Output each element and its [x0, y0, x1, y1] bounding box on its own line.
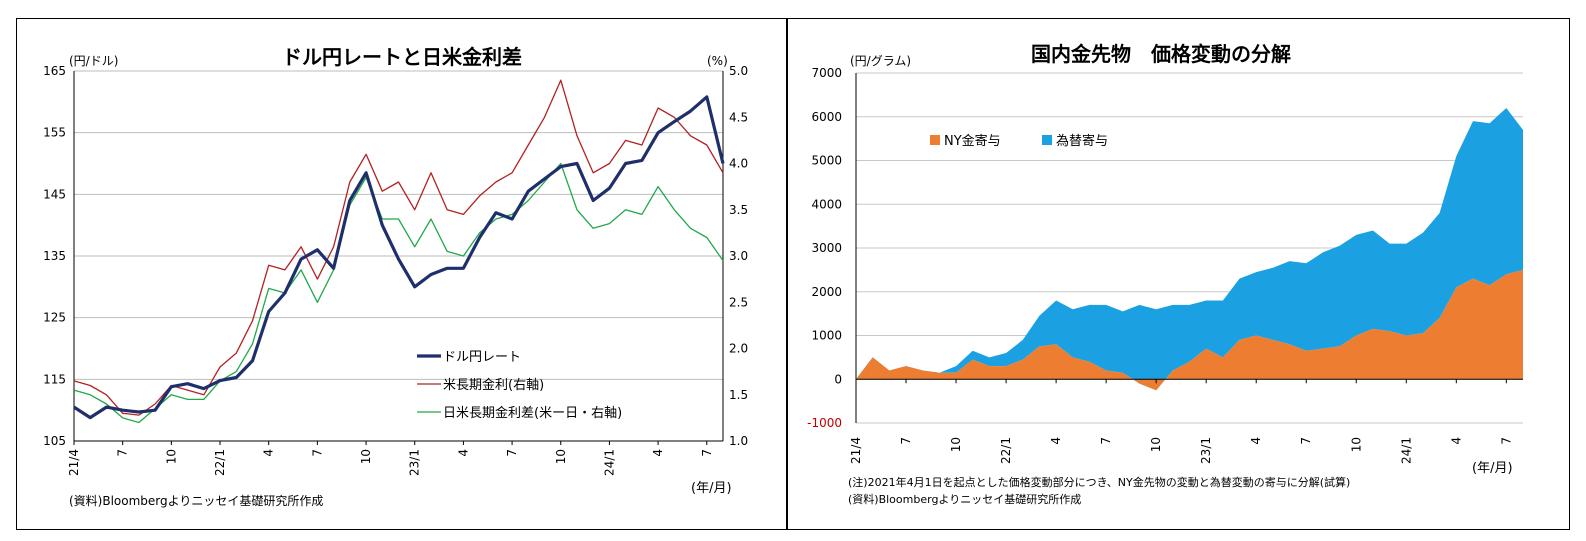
- x-tick-label: 10: [164, 449, 178, 464]
- y-left-tick-label: 165: [43, 64, 66, 78]
- legend-swatch: [1042, 135, 1052, 145]
- x-tick-label: 21/4: [67, 449, 81, 476]
- x-tick-label: 7: [1499, 437, 1513, 445]
- x-tick-label: 21/4: [849, 437, 863, 464]
- y-axis-label: (円/グラム): [850, 54, 911, 68]
- legend-usdjpy: ドル円レート: [417, 350, 521, 365]
- fx-contribution-area: [856, 108, 1523, 391]
- y-right-tick-label: 4.0: [729, 157, 748, 171]
- legend-fx: 為替寄与: [1042, 133, 1108, 149]
- y-left-tick-label: 125: [43, 311, 66, 325]
- us-yield-line: [73, 79, 724, 416]
- y-left-tick-label: 115: [43, 372, 66, 386]
- y-tick-label: 3000: [811, 241, 842, 255]
- x-tick-label: 4: [651, 449, 665, 457]
- y-tick-label: -1000: [807, 416, 842, 430]
- x-tick-label: 10: [554, 449, 568, 464]
- x-tick-label: 7: [116, 449, 130, 457]
- footnote: (注)2021年4月1日を起点とした価格変動部分につき、NY金先物の変動と為替変…: [848, 475, 1350, 489]
- source-note: (資料)Bloombergよりニッセイ基礎研究所作成: [69, 493, 323, 508]
- legend-label: NY金寄与: [944, 133, 1001, 149]
- x-tick-label: 7: [310, 449, 324, 457]
- gold-decomposition-chart: 国内金先物 価格変動の分解 (円/グラム) (年/月) (注)2021年4月1日…: [807, 42, 1523, 506]
- x-tick-label: 7: [505, 449, 519, 457]
- x-tick-label: 24/1: [1399, 437, 1413, 464]
- left-axis-label: (円/ドル): [69, 54, 118, 68]
- x-tick-label: 22/1: [213, 449, 227, 476]
- x-tick-label: 4: [1049, 437, 1063, 445]
- ny-gold-contribution-area: [856, 269, 1523, 391]
- y-tick-label: 1000: [811, 329, 842, 343]
- x-tick-label: 4: [456, 449, 470, 457]
- x-tick-label: 23/1: [1199, 437, 1213, 464]
- x-tick-label: 10: [359, 449, 373, 464]
- y-left-tick-label: 135: [43, 249, 66, 263]
- x-tick-label: 10: [1349, 437, 1363, 452]
- x-axis-label: (年/月): [1472, 461, 1513, 476]
- usdjpy-line: [73, 95, 725, 420]
- y-tick-label: 5000: [811, 154, 842, 168]
- yield-spread-line: [73, 162, 724, 424]
- y-right-tick-label: 2.5: [729, 295, 748, 309]
- x-tick-label: 4: [1449, 437, 1463, 445]
- x-tick-label: 7: [700, 449, 714, 457]
- chart-title: 国内金先物 価格変動の分解: [1031, 42, 1291, 66]
- legend-ny-gold: NY金寄与: [930, 133, 1001, 149]
- chart-title: ドル円レートと日米金利差: [282, 45, 522, 69]
- legend-spread: 日米長期金利差(米ー日・右軸): [417, 405, 622, 421]
- right-chart-panel: 国内金先物 価格変動の分解 (円/グラム) (年/月) (注)2021年4月1日…: [787, 18, 1570, 530]
- source-note: (資料)Bloombergよりニッセイ基礎研究所作成: [848, 492, 1081, 506]
- y-tick-label: 2000: [811, 285, 842, 299]
- x-tick-label: 23/1: [408, 449, 422, 476]
- y-left-tick-label: 145: [43, 187, 66, 201]
- y-tick-label: 7000: [811, 66, 842, 80]
- x-tick-label: 4: [1249, 437, 1263, 445]
- y-left-tick-label: 155: [43, 126, 66, 140]
- legend-swatch: [930, 135, 940, 145]
- y-left-tick-label: 105: [43, 434, 66, 448]
- legend-label: 日米長期金利差(米ー日・右軸): [443, 405, 622, 421]
- x-tick-label: 4: [262, 449, 276, 457]
- legend-label: 為替寄与: [1056, 133, 1108, 149]
- x-tick-label: 24/1: [602, 449, 616, 476]
- legend-us-yield: 米長期金利(右軸): [417, 377, 544, 393]
- x-tick-label: 10: [1149, 437, 1163, 452]
- y-right-tick-label: 3.0: [729, 249, 748, 263]
- x-tick-label: 7: [899, 437, 913, 445]
- usdjpy-chart: ドル円レートと日米金利差 (円/ドル) (%) (年/月) (資料)Bloomb…: [43, 45, 748, 508]
- x-tick-label: 7: [1099, 437, 1113, 445]
- y-right-tick-label: 5.0: [729, 64, 748, 78]
- x-axis-label: (年/月): [691, 481, 732, 496]
- y-right-tick-label: 3.5: [729, 203, 748, 217]
- left-chart-panel: ドル円レートと日米金利差 (円/ドル) (%) (年/月) (資料)Bloomb…: [16, 18, 787, 530]
- x-tick-label: 10: [949, 437, 963, 452]
- x-tick-label: 22/1: [999, 437, 1013, 464]
- y-right-tick-label: 1.5: [729, 388, 748, 402]
- y-tick-label: 6000: [811, 110, 842, 124]
- x-tick-label: 7: [1299, 437, 1313, 445]
- y-tick-label: 4000: [811, 197, 842, 211]
- right-axis-label: (%): [707, 54, 728, 68]
- legend-label: ドル円レート: [443, 350, 521, 365]
- y-right-tick-label: 2.0: [729, 342, 748, 356]
- y-tick-label: 0: [834, 372, 842, 386]
- legend-label: 米長期金利(右軸): [443, 377, 544, 393]
- y-right-tick-label: 4.5: [729, 110, 748, 124]
- y-right-tick-label: 1.0: [729, 434, 748, 448]
